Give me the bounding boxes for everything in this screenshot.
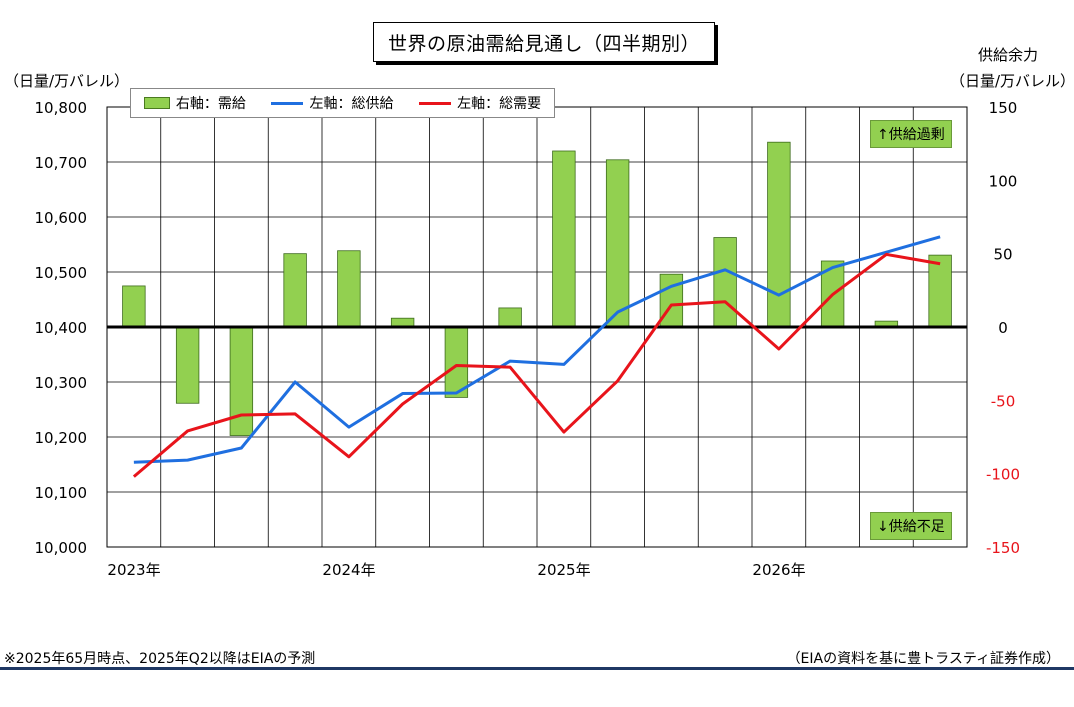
x-tick-label: 2023年 — [107, 561, 160, 579]
balance-bar — [552, 150, 576, 328]
demand-line — [132, 252, 941, 478]
balance-bar — [498, 307, 522, 328]
right-tick-label: 0 — [998, 319, 1008, 337]
balance-bar — [659, 273, 684, 328]
balance-bar — [928, 254, 952, 328]
legend-swatch-balance — [143, 97, 170, 109]
left-tick-label: 10,700 — [35, 154, 88, 172]
series-lines — [132, 235, 941, 478]
right-tick-label: -100 — [986, 466, 1020, 484]
chart-title: 世界の原油需給見通し（四半期別） — [373, 22, 715, 62]
legend-swatch-supply — [271, 101, 304, 105]
balance-bar — [175, 326, 200, 404]
left-tick-label: 10,200 — [35, 429, 88, 447]
bottom-rule — [0, 667, 1074, 670]
x-axis-ticks: 2023年 2024年 2025年 2026年 — [107, 561, 805, 579]
deficit-tag: ↓供給不足 — [870, 512, 952, 540]
balance-bar — [229, 326, 254, 436]
legend-label-supply: 左軸：総供給 — [309, 96, 394, 112]
balance-bar — [122, 285, 146, 328]
legend-swatch-demand — [419, 101, 452, 105]
balance-bar — [337, 250, 361, 328]
right-axis-ticks: -150 -100 -50 0 50 100 150 — [986, 99, 1020, 557]
right-tick-label: 50 — [993, 246, 1012, 264]
right-axis-title: 供給余力 — [978, 46, 1039, 64]
demand-supply-bars — [122, 141, 952, 436]
legend-item-demand: 左軸：総需要 — [419, 93, 541, 113]
left-tick-label: 10,500 — [35, 264, 88, 282]
right-axis-unit: （日量/万バレル） — [950, 72, 1074, 90]
right-tick-label: -150 — [986, 539, 1020, 557]
balance-bar — [713, 237, 737, 328]
legend-label-balance: 右軸：需給 — [175, 96, 246, 112]
legend-item-balance: 右軸：需給 — [143, 93, 246, 113]
left-tick-label: 10,300 — [35, 374, 88, 392]
right-tick-label: -50 — [991, 392, 1016, 410]
balance-bar — [283, 253, 307, 328]
surplus-tag: ↑供給過剰 — [870, 120, 952, 148]
x-tick-label: 2026年 — [752, 561, 805, 579]
left-axis-ticks: 10,000 10,100 10,200 10,300 10,400 10,500 10,6… — [35, 99, 88, 557]
left-axis-unit: （日量/万バレル） — [4, 72, 130, 90]
x-tick-label: 2024年 — [322, 561, 375, 579]
legend-label-demand: 左軸：総需要 — [457, 96, 542, 112]
footnote-credit: （EIAの資料を基に豊トラスティ証券作成） — [786, 651, 1060, 667]
x-tick-label: 2025年 — [537, 561, 590, 579]
right-tick-label: 150 — [989, 99, 1018, 117]
footnote-source-date: ※2025年65月時点、2025年Q2以降はEIAの予測 — [4, 651, 316, 667]
balance-bar — [605, 159, 630, 328]
left-tick-label: 10,600 — [35, 209, 88, 227]
left-tick-label: 10,100 — [35, 484, 88, 502]
left-tick-label: 10,000 — [35, 539, 88, 557]
right-tick-label: 100 — [989, 172, 1018, 190]
chart-legend: 右軸：需給 左軸：総供給 左軸：総需要 — [130, 88, 555, 118]
left-tick-label: 10,400 — [35, 319, 88, 337]
legend-item-supply: 左軸：総供給 — [271, 93, 393, 113]
balance-bar — [767, 141, 791, 328]
left-tick-label: 10,800 — [35, 99, 88, 117]
